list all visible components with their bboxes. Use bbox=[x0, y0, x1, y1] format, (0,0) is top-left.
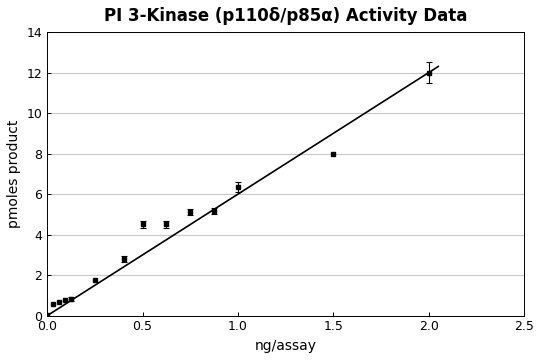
Y-axis label: pmoles product: pmoles product bbox=[7, 120, 21, 228]
Title: PI 3-Kinase (p110δ/p85α) Activity Data: PI 3-Kinase (p110δ/p85α) Activity Data bbox=[104, 7, 467, 25]
X-axis label: ng/assay: ng/assay bbox=[255, 339, 316, 353]
